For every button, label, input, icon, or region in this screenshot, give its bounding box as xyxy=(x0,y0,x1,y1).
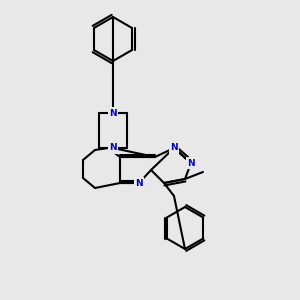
Text: N: N xyxy=(170,143,178,152)
Text: N: N xyxy=(109,109,117,118)
Text: N: N xyxy=(109,143,117,152)
Text: N: N xyxy=(135,178,143,188)
Text: N: N xyxy=(187,158,195,167)
